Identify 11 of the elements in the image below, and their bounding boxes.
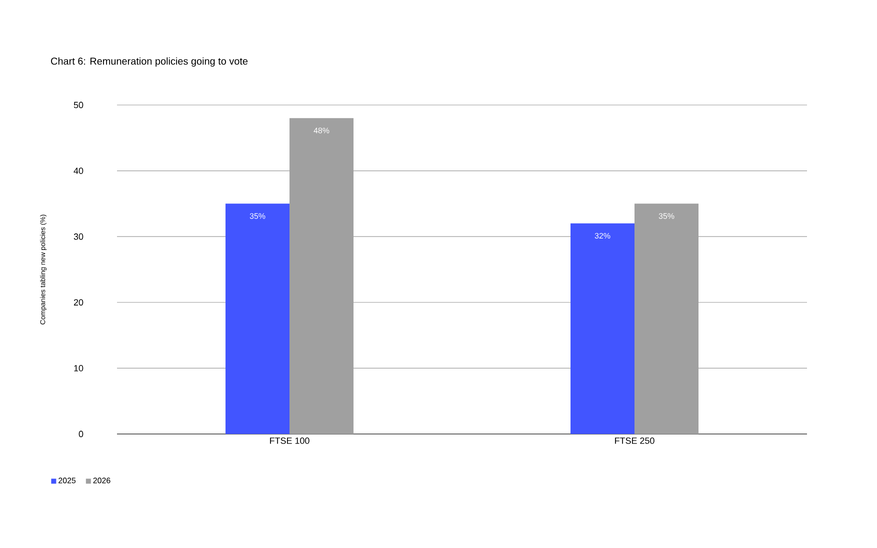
chart-title: Chart 6: Remuneration policies going to vote <box>51 57 248 67</box>
x-tick-label: FTSE 250 <box>615 438 654 444</box>
bar <box>570 223 635 434</box>
bar <box>226 204 290 434</box>
y-tick-label: 10 <box>74 365 84 372</box>
y-tick-label: 50 <box>74 102 84 108</box>
y-tick-label: 40 <box>74 168 84 174</box>
y-tick-label: 0 <box>78 430 84 438</box>
x-tick-label: FTSE 100 <box>270 438 310 444</box>
y-tick-label: 30 <box>74 233 84 240</box>
y-tick-label: 20 <box>74 299 84 306</box>
